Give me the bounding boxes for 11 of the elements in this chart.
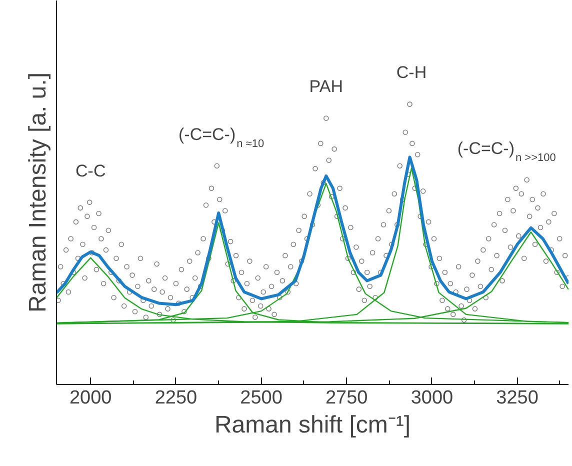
text: PAH [309, 77, 344, 96]
x-tick-label: 2000 [70, 388, 112, 408]
x-tick-label: 3000 [410, 388, 454, 408]
annotation: C-C [76, 161, 106, 180]
y-axis-title: Raman Intensity [a. u.] [24, 72, 52, 313]
x-tick-label: 2500 [240, 388, 282, 408]
x-axis-title: Raman shift [cm⁻¹] [214, 412, 411, 438]
x-tick-label: 2250 [154, 388, 198, 408]
x-tick-label: 3250 [496, 388, 538, 408]
text: C-H [396, 63, 427, 82]
x-tick-label: 2750 [326, 388, 368, 408]
